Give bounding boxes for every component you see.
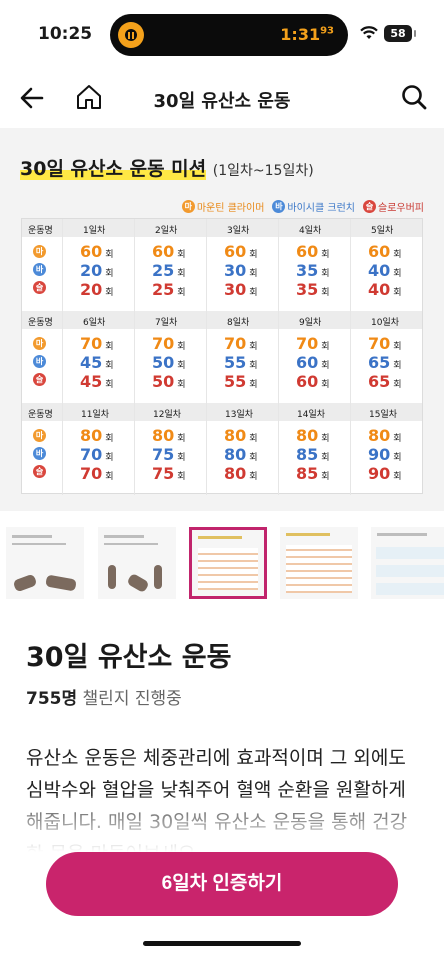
table-header-row: 운동명 1일차 2일차 3일차 4일차 5일차 — [22, 219, 422, 237]
dynamic-island[interactable]: 1:3193 — [110, 14, 348, 56]
challenge-title: 30일 유산소 운동 — [26, 642, 232, 673]
timer-value: 1:3193 — [280, 25, 334, 44]
table-row: 마 바 슬 60 회 20 회 20 회 60 회 25 회 25 회 60 회 30 회 30 회 60 회 3… — [22, 240, 422, 312]
table-header-row: 운동명 6일차 7일차 8일차 9일차 10일차 — [22, 311, 422, 329]
badge-ba: 바 — [272, 200, 286, 213]
thumbnail-4[interactable] — [280, 527, 358, 599]
page-title: 30일 유산소 운동 — [153, 91, 291, 112]
home-indicator[interactable] — [143, 941, 301, 946]
timer-icon — [118, 22, 144, 48]
badge-seul: 슬 — [363, 200, 376, 213]
search-icon[interactable] — [400, 83, 428, 111]
legend-item-slow-burpee: 슬 슬로우버피 — [363, 199, 424, 214]
thumbnail-2[interactable] — [98, 527, 176, 599]
badge-ma: 마 — [181, 200, 195, 213]
back-arrow-icon[interactable] — [18, 84, 46, 112]
mission-table: 운동명 1일차 2일차 3일차 4일차 5일차 마 바 슬 60 회 20 회 20 회 … — [21, 218, 423, 496]
thumbnail-strip — [0, 523, 444, 605]
thumbnail-1[interactable] — [6, 527, 84, 599]
nav-bar: 30일 유산소 운동 — [0, 68, 444, 128]
table-row: 마 바 슬 80 회 70 회 70 회 80 회 75 회 75 회 80 회 80 회 80 회 80 회 8… — [22, 424, 422, 496]
table-row: 마 바 슬 70 회 45 회 45 회 70 회 50 회 50 회 70 회 55 회 55 회 70 회 6… — [22, 332, 422, 404]
banner-title: 30일 유산소 운동 미션 (1일차~15일차) — [20, 158, 314, 180]
legend-item-bicycle-crunch: 바 바이시클 크런치 — [272, 199, 355, 214]
home-icon[interactable] — [74, 82, 104, 112]
exercise-legend: 마 마운틴 클라이머 바 바이시클 크런치 슬 슬로우버피 — [181, 199, 424, 214]
battery-icon: 58 — [384, 25, 416, 42]
status-time: 10:25 — [38, 24, 93, 44]
table-header-row: 운동명 11일차 12일차 13일차 14일차 15일차 — [22, 403, 422, 421]
certify-day-button[interactable]: 6일차 인증하기 — [46, 852, 398, 916]
legend-item-mountain-climber: 마 마운틴 클라이머 — [181, 199, 264, 214]
status-bar: 10:25 1:3193 58 — [0, 0, 444, 68]
thumbnail-5[interactable] — [371, 527, 444, 599]
banner-subtitle: (1일차~15일차) — [212, 163, 314, 179]
wifi-icon — [360, 26, 378, 39]
thumbnail-3[interactable] — [189, 527, 267, 599]
participant-count: 755명 챌린지 진행중 — [26, 689, 182, 709]
challenge-banner-image[interactable]: 30일 유산소 운동 미션 (1일차~15일차) 마 마운틴 클라이머 바 바이… — [0, 128, 444, 511]
